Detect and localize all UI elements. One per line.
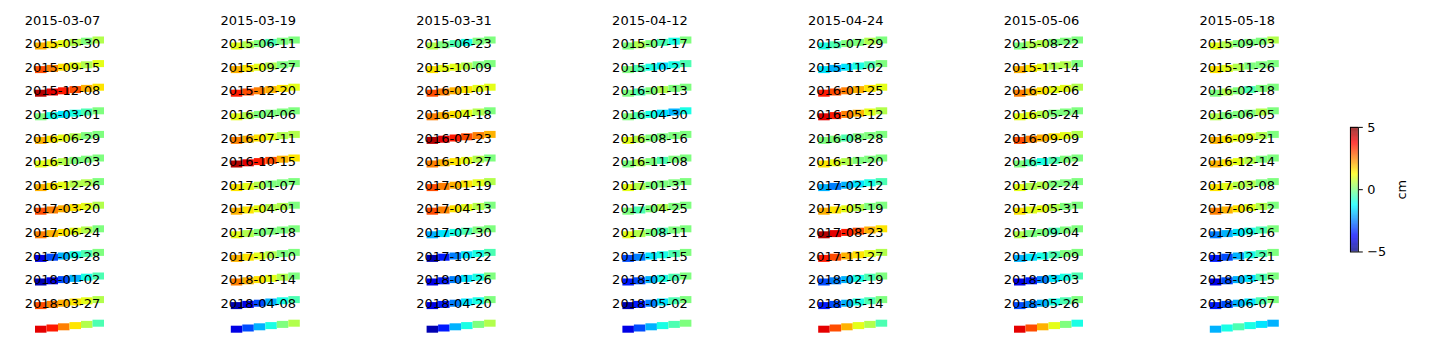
svg-text:2016-04-06: 2016-04-06 [221,107,297,122]
svg-text:2015-09-27: 2015-09-27 [221,60,297,75]
svg-text:2016-09-21: 2016-09-21 [1200,131,1276,146]
svg-text:2016-01-13: 2016-01-13 [612,83,688,98]
svg-text:2015-11-02: 2015-11-02 [808,60,884,75]
svg-text:2016-10-03: 2016-10-03 [25,154,101,169]
svg-text:2018-03-15: 2018-03-15 [1200,272,1276,287]
svg-text:2017-04-01: 2017-04-01 [221,201,297,216]
svg-text:0: 0 [1367,182,1375,197]
svg-text:2018-04-08: 2018-04-08 [221,296,297,311]
svg-text:5: 5 [1367,119,1375,134]
svg-text:2016-04-30: 2016-04-30 [612,107,688,122]
svg-text:2017-02-12: 2017-02-12 [808,178,884,193]
svg-text:2017-05-31: 2017-05-31 [1004,201,1080,216]
svg-text:2017-06-24: 2017-06-24 [25,225,101,240]
svg-text:2016-01-25: 2016-01-25 [808,83,884,98]
svg-text:2017-02-24: 2017-02-24 [1004,178,1080,193]
svg-text:2015-03-19: 2015-03-19 [221,13,297,28]
svg-text:2015-11-14: 2015-11-14 [1004,60,1080,75]
svg-text:2016-02-18: 2016-02-18 [1200,83,1276,98]
svg-text:2016-12-26: 2016-12-26 [25,178,101,193]
svg-text:2015-06-11: 2015-06-11 [221,36,297,51]
svg-text:2015-11-26: 2015-11-26 [1200,60,1276,75]
svg-text:2018-06-07: 2018-06-07 [1200,296,1276,311]
svg-text:2018-03-27: 2018-03-27 [25,296,101,311]
svg-text:2017-09-04: 2017-09-04 [1004,225,1080,240]
svg-text:2017-06-12: 2017-06-12 [1200,201,1276,216]
svg-text:2015-05-18: 2015-05-18 [1200,13,1276,28]
svg-text:2015-10-09: 2015-10-09 [416,60,492,75]
svg-text:2015-07-17: 2015-07-17 [612,36,688,51]
svg-text:2017-11-15: 2017-11-15 [612,249,688,264]
svg-text:2018-01-26: 2018-01-26 [416,272,492,287]
svg-text:2016-07-23: 2016-07-23 [416,131,492,146]
svg-text:2016-05-24: 2016-05-24 [1004,107,1080,122]
svg-text:2016-06-29: 2016-06-29 [25,131,101,146]
svg-text:2018-02-19: 2018-02-19 [808,272,884,287]
svg-text:2015-05-06: 2015-05-06 [1004,13,1080,28]
svg-text:2015-08-22: 2015-08-22 [1004,36,1080,51]
svg-text:2015-09-03: 2015-09-03 [1200,36,1276,51]
svg-text:2017-03-20: 2017-03-20 [25,201,101,216]
svg-text:2018-03-03: 2018-03-03 [1004,272,1080,287]
svg-text:2016-10-27: 2016-10-27 [416,154,492,169]
svg-text:2017-09-16: 2017-09-16 [1200,225,1276,240]
svg-text:2015-12-08: 2015-12-08 [25,83,101,98]
svg-text:2016-11-08: 2016-11-08 [612,154,688,169]
svg-text:2015-03-07: 2015-03-07 [25,13,101,28]
svg-text:2018-05-02: 2018-05-02 [612,296,688,311]
svg-text:2017-11-27: 2017-11-27 [808,249,884,264]
svg-text:2015-12-20: 2015-12-20 [221,83,297,98]
svg-text:2017-05-19: 2017-05-19 [808,201,884,216]
svg-text:2018-02-07: 2018-02-07 [612,272,688,287]
svg-text:2017-07-30: 2017-07-30 [416,225,492,240]
svg-text:2018-05-26: 2018-05-26 [1004,296,1080,311]
svg-text:2016-08-16: 2016-08-16 [612,131,688,146]
svg-text:2016-11-20: 2016-11-20 [808,154,884,169]
svg-text:2017-01-31: 2017-01-31 [612,178,688,193]
svg-text:2016-02-06: 2016-02-06 [1004,83,1080,98]
svg-text:2016-04-18: 2016-04-18 [416,107,492,122]
svg-text:2017-10-10: 2017-10-10 [221,249,297,264]
svg-text:2017-01-19: 2017-01-19 [416,178,492,193]
svg-text:cm: cm [1394,180,1409,200]
svg-text:2017-04-13: 2017-04-13 [416,201,492,216]
svg-text:2017-08-11: 2017-08-11 [612,225,688,240]
svg-text:2015-04-24: 2015-04-24 [808,13,884,28]
svg-text:2016-07-11: 2016-07-11 [221,131,297,146]
svg-text:2016-12-14: 2016-12-14 [1200,154,1276,169]
svg-text:2015-05-30: 2015-05-30 [25,36,101,51]
svg-text:2018-05-14: 2018-05-14 [808,296,884,311]
svg-text:2016-09-09: 2016-09-09 [1004,131,1080,146]
svg-text:2018-01-02: 2018-01-02 [25,272,101,287]
svg-text:2017-12-21: 2017-12-21 [1200,249,1276,264]
svg-text:2016-12-02: 2016-12-02 [1004,154,1080,169]
svg-text:2015-09-15: 2015-09-15 [25,60,101,75]
svg-text:2017-08-23: 2017-08-23 [808,225,884,240]
svg-text:2015-07-29: 2015-07-29 [808,36,884,51]
svg-text:2016-06-05: 2016-06-05 [1200,107,1276,122]
svg-text:2016-10-15: 2016-10-15 [221,154,297,169]
svg-text:2017-03-08: 2017-03-08 [1200,178,1276,193]
svg-text:2018-04-20: 2018-04-20 [416,296,492,311]
svg-text:2017-04-25: 2017-04-25 [612,201,688,216]
svg-text:2017-10-22: 2017-10-22 [416,249,492,264]
svg-text:2015-03-31: 2015-03-31 [416,13,492,28]
svg-text:2015-04-12: 2015-04-12 [612,13,688,28]
svg-text:2018-01-14: 2018-01-14 [221,272,297,287]
svg-text:2016-01-01: 2016-01-01 [416,83,492,98]
svg-text:−5: −5 [1367,244,1386,259]
svg-text:2015-10-21: 2015-10-21 [612,60,688,75]
svg-text:2017-09-28: 2017-09-28 [25,249,101,264]
svg-text:2016-05-12: 2016-05-12 [808,107,884,122]
svg-text:2015-06-23: 2015-06-23 [416,36,492,51]
svg-text:2017-07-18: 2017-07-18 [221,225,297,240]
svg-text:2017-01-07: 2017-01-07 [221,178,297,193]
svg-text:2016-03-01: 2016-03-01 [25,107,101,122]
svg-text:2017-12-09: 2017-12-09 [1004,249,1080,264]
svg-text:2016-08-28: 2016-08-28 [808,131,884,146]
